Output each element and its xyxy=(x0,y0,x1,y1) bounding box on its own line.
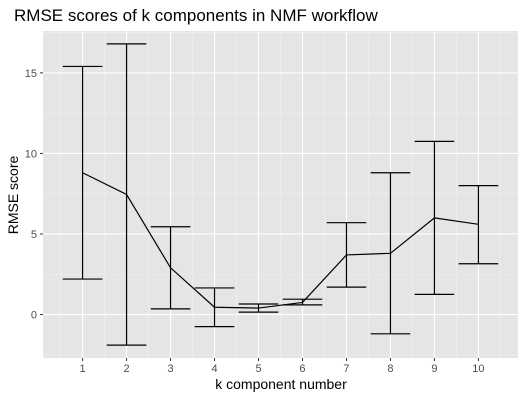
x-tick-label: 10 xyxy=(472,363,484,375)
y-axis-label: RMSE score xyxy=(5,156,21,235)
x-tick-label: 5 xyxy=(255,363,261,375)
y-tick-label: 15 xyxy=(25,68,37,80)
x-tick-label: 9 xyxy=(431,363,437,375)
x-tick-label: 8 xyxy=(387,363,393,375)
error-bar xyxy=(458,185,499,265)
error-bar xyxy=(194,287,235,328)
series-line xyxy=(82,172,479,309)
chart-title: RMSE scores of k components in NMF workf… xyxy=(14,6,378,25)
error-bar xyxy=(370,172,411,335)
error-bar xyxy=(62,65,103,280)
y-tick-label: 0 xyxy=(31,310,37,322)
x-tick-label: 4 xyxy=(211,363,217,375)
y-tick-label: 10 xyxy=(25,148,37,160)
x-tick-label: 6 xyxy=(299,363,305,375)
error-bar xyxy=(106,43,147,346)
x-tick-label: 7 xyxy=(343,363,349,375)
error-bar xyxy=(414,140,455,295)
series-layer xyxy=(62,43,499,346)
error-bar xyxy=(326,222,367,288)
y-tick-label: 5 xyxy=(31,229,37,241)
x-tick-label: 1 xyxy=(80,363,86,375)
axis-layer: 1 2 3 4 5 6 7 8 9 10 0 5 10 15 xyxy=(25,68,485,375)
x-tick-label: 2 xyxy=(124,363,130,375)
error-bar xyxy=(150,226,191,310)
x-tick-label: 3 xyxy=(167,363,173,375)
x-axis-label: k component number xyxy=(215,376,347,392)
error-bar xyxy=(282,298,323,306)
error-bar xyxy=(238,303,279,313)
